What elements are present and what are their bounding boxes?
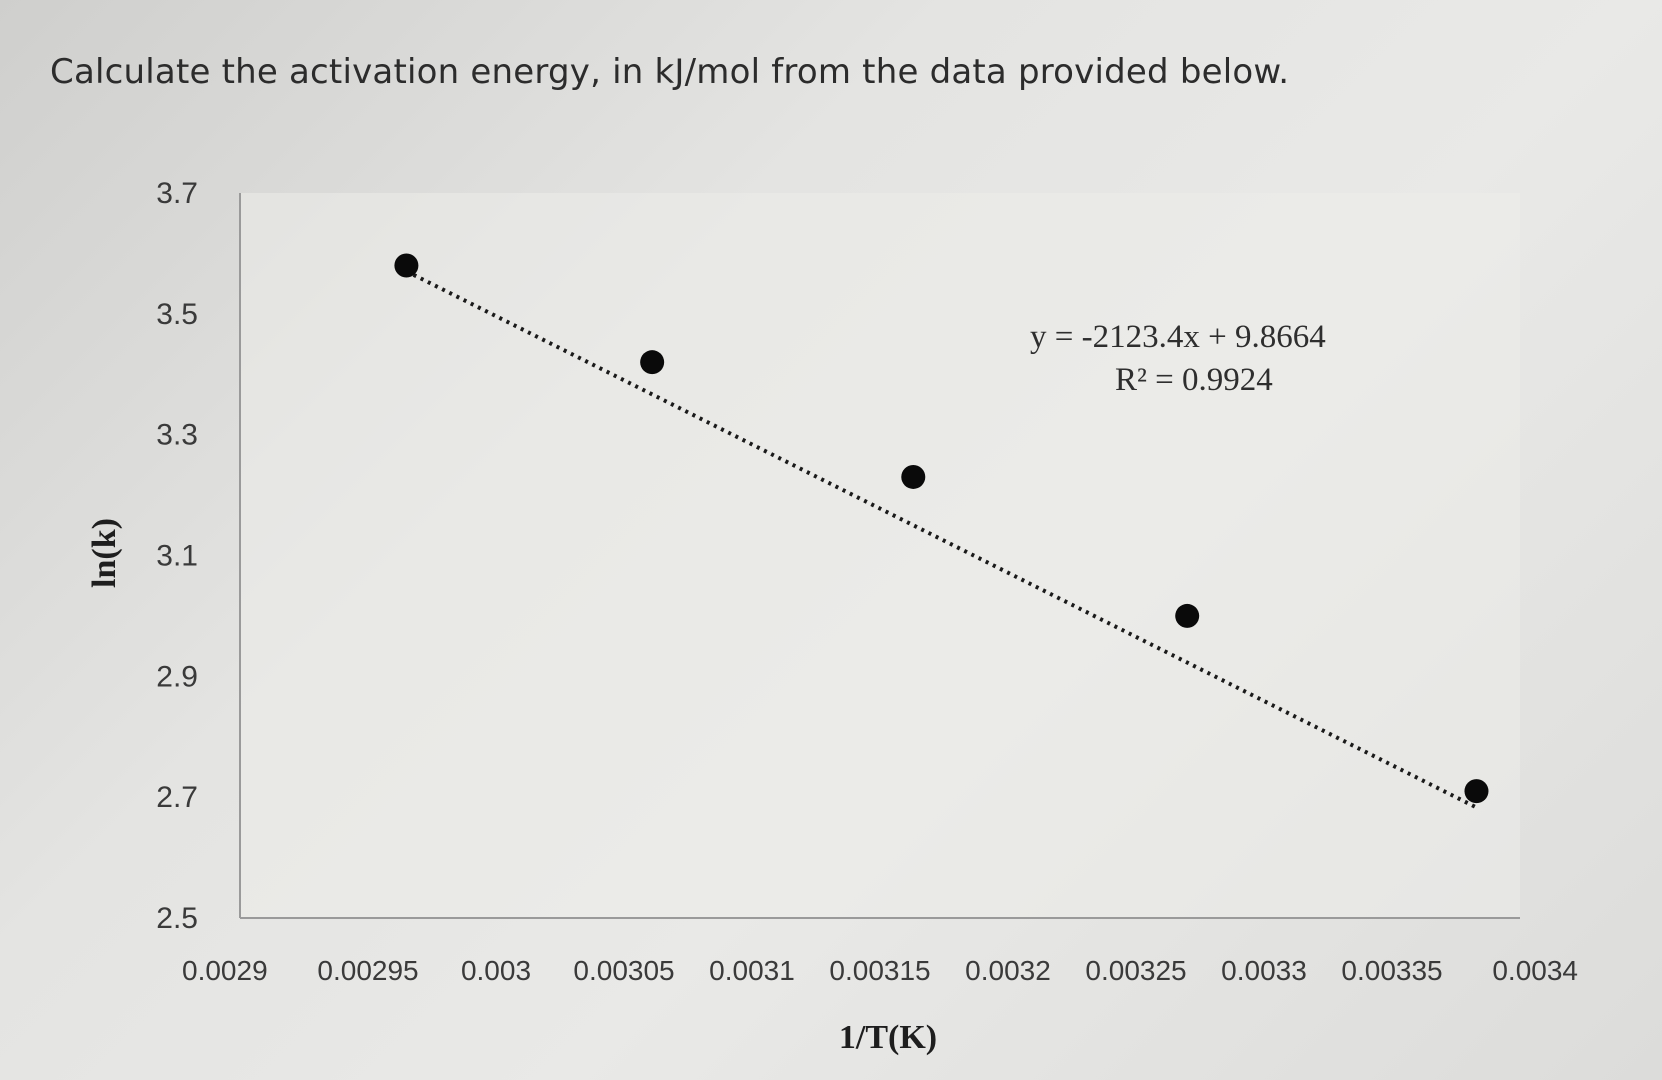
x-tick-label: 0.00315: [829, 955, 930, 986]
y-tick-label: 3.3: [156, 419, 198, 452]
plot-area: [240, 193, 1520, 918]
x-tick-label: 0.00295: [317, 955, 418, 986]
y-tick-labels: 2.5 2.7 2.9 3.1 3.3 3.5 3.7: [156, 177, 198, 935]
r-squared-label: R² = 0.9924: [1115, 362, 1273, 398]
x-tick-label: 0.0033: [1221, 955, 1307, 986]
x-tick-labels: 0.0029 0.00295 0.003 0.00305 0.0031 0.00315 0.…: [182, 955, 1578, 986]
x-tick-label: 0.0031: [709, 955, 795, 986]
y-tick-label: 2.9: [156, 660, 198, 693]
y-tick-label: 3.5: [156, 298, 198, 331]
x-tick-label: 0.00325: [1085, 955, 1186, 986]
x-axis-title: 1/T(K): [839, 1019, 937, 1056]
x-tick-label: 0.0034: [1492, 955, 1578, 986]
x-tick-label: 0.00335: [1341, 955, 1442, 986]
data-point: [901, 464, 926, 489]
y-axis-title: ln(k): [86, 518, 123, 588]
trendline-equation: y = -2123.4x + 9.8664: [1030, 319, 1326, 355]
question-text: Calculate the activation energy, in kJ/m…: [50, 52, 1290, 92]
y-tick-label: 2.7: [156, 781, 198, 814]
x-tick-label: 0.003: [461, 955, 531, 986]
data-point: [640, 350, 665, 375]
data-point: [1175, 603, 1200, 628]
y-tick-label: 2.5: [156, 902, 198, 935]
y-tick-label: 3.1: [156, 540, 198, 573]
x-tick-label: 0.0029: [182, 955, 268, 986]
y-tick-label: 3.7: [156, 177, 198, 210]
x-tick-label: 0.00305: [573, 955, 674, 986]
data-point: [394, 253, 419, 278]
data-points: [394, 253, 1489, 804]
x-tick-label: 0.0032: [965, 955, 1051, 986]
data-point: [1464, 779, 1489, 804]
